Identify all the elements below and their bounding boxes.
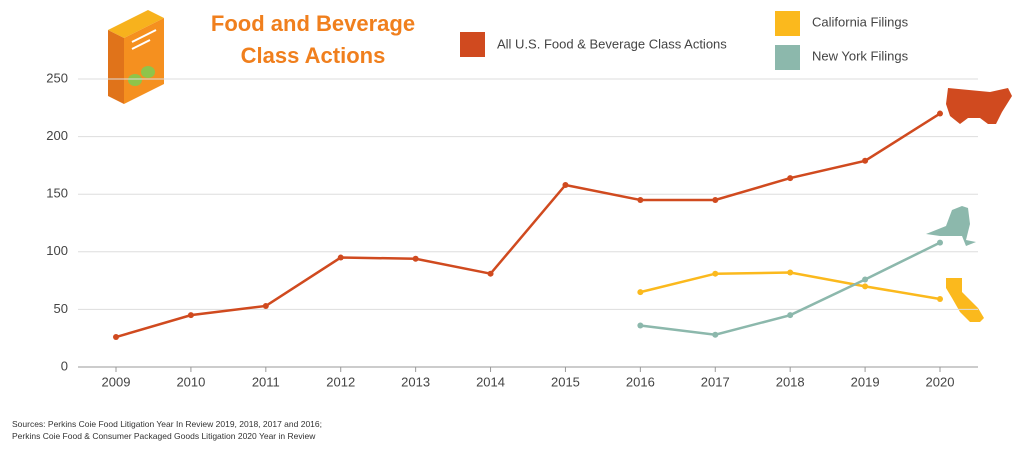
series-line xyxy=(115,112,941,339)
data-point xyxy=(562,181,569,188)
us-map-icon xyxy=(946,88,1012,124)
series-line xyxy=(640,241,941,337)
x-tick-label: 2013 xyxy=(401,374,430,389)
data-point xyxy=(712,196,719,203)
x-tick-label: 2012 xyxy=(326,374,355,389)
data-point xyxy=(637,322,644,329)
x-tick-label: 2020 xyxy=(926,374,955,389)
y-tick-label: 50 xyxy=(54,301,68,316)
chart-title: Food and Beverage Class Actions xyxy=(210,11,416,68)
ca-map-icon xyxy=(946,278,984,322)
data-point xyxy=(862,157,869,164)
data-point xyxy=(862,283,869,290)
legend-label: California Filings xyxy=(812,14,909,29)
legend-swatch xyxy=(775,11,800,36)
sources: Sources: Perkins Coie Food Litigation Ye… xyxy=(12,418,322,442)
data-point xyxy=(787,175,794,182)
x-tick-label: 2016 xyxy=(626,374,655,389)
data-point xyxy=(787,312,794,319)
x-tick-label: 2019 xyxy=(851,374,880,389)
x-tick-label: 2015 xyxy=(551,374,580,389)
data-point xyxy=(412,255,419,262)
data-point xyxy=(113,334,119,341)
legend-swatch xyxy=(775,45,800,70)
data-point xyxy=(787,269,794,276)
legend-label: New York Filings xyxy=(812,48,909,63)
source-line: Perkins Coie Food & Consumer Packaged Go… xyxy=(12,431,316,441)
data-point xyxy=(937,239,943,246)
cereal-box-icon xyxy=(108,10,164,104)
ny-map-icon xyxy=(926,206,976,246)
data-point xyxy=(262,302,269,309)
legend-swatch xyxy=(460,32,485,57)
data-point xyxy=(862,276,869,283)
data-point xyxy=(337,254,344,261)
legend-label: All U.S. Food & Beverage Class Actions xyxy=(497,36,727,51)
y-tick-label: 150 xyxy=(46,186,68,201)
data-point xyxy=(487,270,494,277)
x-tick-label: 2011 xyxy=(252,374,280,389)
data-point xyxy=(637,196,644,203)
y-tick-label: 200 xyxy=(46,128,68,143)
y-tick-label: 250 xyxy=(46,70,68,85)
x-tick-label: 2010 xyxy=(176,374,205,389)
data-point xyxy=(712,331,719,338)
data-point xyxy=(712,270,719,277)
y-tick-label: 0 xyxy=(61,358,68,373)
y-tick-label: 100 xyxy=(46,243,68,258)
x-tick-label: 2009 xyxy=(102,374,131,389)
data-point xyxy=(937,296,943,303)
data-point xyxy=(187,312,194,319)
x-tick-label: 2017 xyxy=(701,374,730,389)
data-point xyxy=(637,289,644,296)
series-line xyxy=(640,271,941,301)
x-tick-label: 2018 xyxy=(776,374,805,389)
x-tick-label: 2014 xyxy=(476,374,505,389)
data-point xyxy=(937,110,943,117)
source-line: Sources: Perkins Coie Food Litigation Ye… xyxy=(12,419,322,429)
